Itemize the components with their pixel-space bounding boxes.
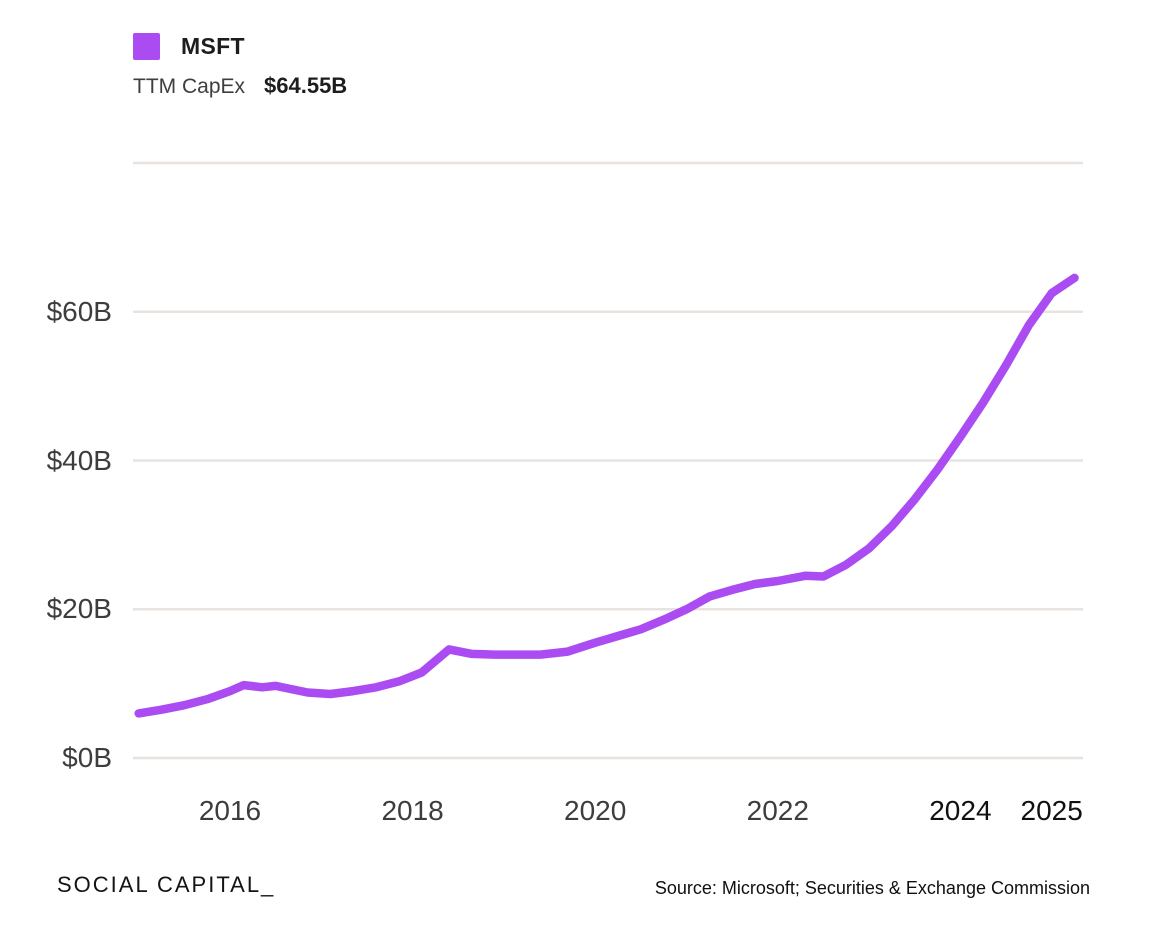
x-tick-label: 2022 xyxy=(746,795,809,826)
legend-swatch xyxy=(133,32,160,60)
x-tick-label: 2020 xyxy=(564,795,627,826)
x-tick-label: 2018 xyxy=(381,795,444,826)
legend-metric-row: TTM CapEx $64.55B xyxy=(133,73,347,99)
series-line-msft xyxy=(134,273,1079,718)
x-tick-label: 2025 xyxy=(1020,795,1083,826)
x-tick-label: 2024 xyxy=(929,795,992,826)
y-tick-label: $20B xyxy=(46,593,112,625)
y-tick-label: $0B xyxy=(62,742,112,773)
brand-logo: SOCIAL CAPITAL_ xyxy=(57,872,276,897)
y-tick-label: $60B xyxy=(46,295,112,327)
legend-series-label: MSFT xyxy=(181,32,245,59)
y-tick-label: $40B xyxy=(46,444,112,476)
x-tick-label: 2016 xyxy=(198,795,262,826)
legend-metric-value: $64.55B xyxy=(264,73,348,98)
legend-metric-label: TTM CapEx xyxy=(133,75,246,98)
legend-row: MSFT xyxy=(133,32,347,60)
source-attribution: Source: Microsoft; Securities & Exchange… xyxy=(654,878,1090,898)
legend: MSFT TTM CapEx $64.55B xyxy=(133,32,347,99)
